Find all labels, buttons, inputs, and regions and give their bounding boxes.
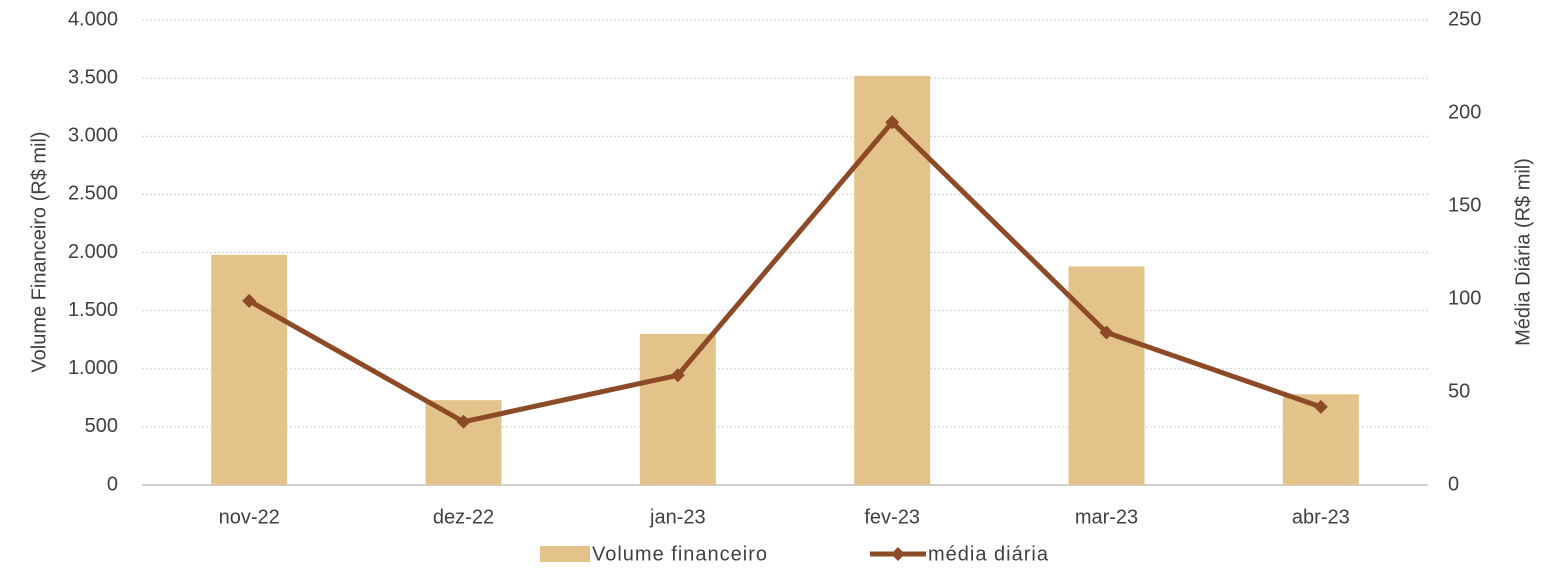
legend-label: média diária (928, 543, 1049, 565)
y2-tick-label: 100 (1448, 287, 1481, 309)
bar (854, 75, 931, 486)
line-marker (1099, 325, 1114, 340)
legend-swatch (540, 546, 590, 562)
y2-tick-label: 50 (1448, 380, 1470, 402)
line-marker (885, 115, 900, 130)
y-tick-label: 2.000 (68, 241, 118, 263)
y2-tick-label: 0 (1448, 473, 1459, 495)
legend-marker (891, 547, 905, 561)
line-marker (670, 368, 685, 383)
bar (639, 333, 716, 485)
y2-tick-label: 150 (1448, 194, 1481, 216)
y-tick-label: 0 (107, 473, 118, 495)
y-tick-label: 2.500 (68, 183, 118, 205)
x-tick-label: dez-22 (433, 506, 494, 528)
line-marker (242, 293, 257, 308)
y-tick-label: 1.500 (68, 299, 118, 321)
y-tick-label: 3.500 (68, 66, 118, 88)
y2-tick-label: 250 (1448, 8, 1481, 30)
bar (211, 254, 288, 485)
x-tick-label: nov-22 (219, 506, 280, 528)
x-tick-label: fev-23 (864, 506, 920, 528)
y-tick-label: 1.000 (68, 357, 118, 379)
legend-label: Volume financeiro (592, 543, 768, 565)
y-tick-label: 4.000 (68, 8, 118, 30)
line-marker (456, 414, 471, 429)
y2-tick-label: 200 (1448, 101, 1481, 123)
y-tick-label: 3.000 (68, 125, 118, 147)
bar (425, 400, 502, 485)
line (247, 119, 1322, 425)
x-tick-label: jan-23 (649, 506, 706, 528)
x-tick-label: abr-23 (1292, 506, 1350, 528)
bar (1068, 266, 1145, 485)
y2-axis-title: Média Diária (R$ mil) (1512, 158, 1534, 346)
x-tick-label: mar-23 (1075, 506, 1138, 528)
y-tick-label: 500 (85, 415, 118, 437)
line-marker (1313, 399, 1328, 414)
y-axis-title: Volume Financeiro (R$ mil) (28, 131, 50, 372)
